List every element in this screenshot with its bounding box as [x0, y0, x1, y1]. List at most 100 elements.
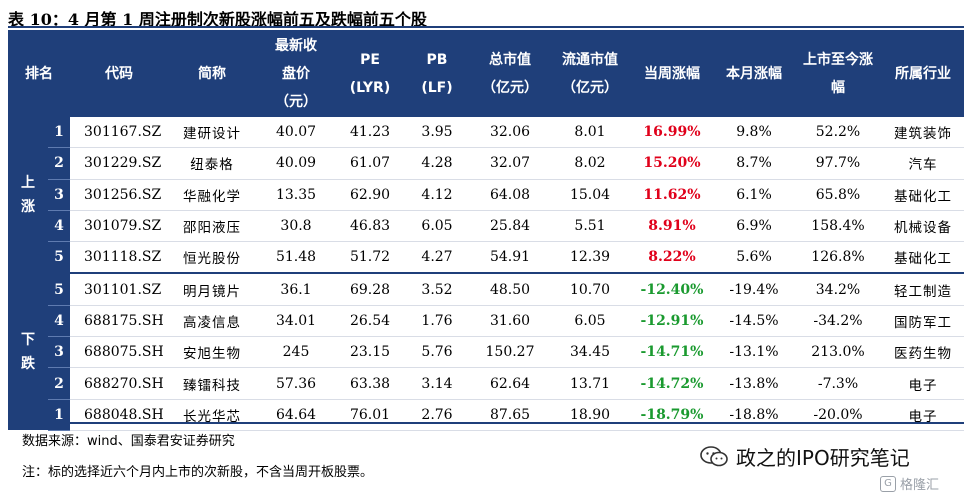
code-cell: 688175.SH: [70, 305, 168, 338]
float-cell: 13.71: [550, 367, 630, 400]
pb-cell: 4.12: [404, 179, 470, 211]
float-cell: 34.45: [550, 336, 630, 369]
pb-cell: 1.76: [404, 305, 470, 338]
header-name: 简称: [168, 30, 256, 117]
since-ipo-cell: -34.2%: [794, 305, 882, 338]
header-month: 本月涨幅: [714, 30, 794, 117]
industry-cell: 基础化工: [882, 241, 964, 274]
float-cell: 6.05: [550, 305, 630, 338]
since-ipo-cell: 65.8%: [794, 179, 882, 211]
footnote: 注：标的选择近六个月内上市的次新股，不含当周开板股票。: [22, 465, 374, 480]
code-cell: 301101.SZ: [70, 272, 168, 306]
month-change-cell: 8.7%: [714, 147, 794, 180]
month-change-cell: 6.9%: [714, 210, 794, 243]
month-change-cell: -19.4%: [714, 272, 794, 306]
pe-cell: 46.83: [336, 210, 404, 243]
name-cell: 臻镭科技: [168, 367, 256, 400]
pe-cell: 76.01: [336, 399, 404, 431]
float-cell: 10.70: [550, 272, 630, 306]
pb-cell: 3.14: [404, 367, 470, 400]
pb-cell: 6.05: [404, 210, 470, 243]
float-cell: 15.04: [550, 179, 630, 211]
group-label-down: 下跌: [8, 272, 48, 431]
mktcap-cell: 31.60: [470, 305, 550, 338]
rank-cell: 2: [48, 147, 70, 180]
since-ipo-cell: 213.0%: [794, 336, 882, 369]
table-row: 3 301256.SZ 华融化学 13.35 62.90 4.12 64.08 …: [8, 179, 964, 211]
price-cell: 36.1: [256, 272, 336, 306]
price-cell: 34.01: [256, 305, 336, 338]
since-ipo-cell: 97.7%: [794, 147, 882, 180]
since-ipo-cell: -20.0%: [794, 399, 882, 431]
since-ipo-cell: 34.2%: [794, 272, 882, 306]
table-row: 上涨 1 301167.SZ 建研设计 40.07 41.23 3.95 32.…: [8, 117, 964, 274]
pb-cell: 3.95: [404, 117, 470, 149]
code-cell: 688048.SH: [70, 399, 168, 431]
code-cell: 688075.SH: [70, 336, 168, 369]
name-cell: 华融化学: [168, 179, 256, 211]
header-industry: 所属行业: [882, 30, 964, 117]
week-change-cell: -18.79%: [630, 399, 714, 431]
table-body: 上涨 1 301167.SZ 建研设计 40.07 41.23 3.95 32.…: [8, 117, 964, 431]
week-change-cell: -12.40%: [630, 272, 714, 306]
float-cell: 8.02: [550, 147, 630, 180]
month-change-cell: -14.5%: [714, 305, 794, 338]
week-change-cell: -14.72%: [630, 367, 714, 400]
name-cell: 长光华芯: [168, 399, 256, 431]
industry-cell: 基础化工: [882, 179, 964, 211]
wechat-watermark: 政之的IPO研究笔记: [700, 442, 910, 471]
table-row: 4 688175.SH 高凌信息 34.01 26.54 1.76 31.60 …: [8, 305, 964, 338]
group-label-up: 上涨: [8, 117, 48, 274]
week-change-cell: 8.91%: [630, 210, 714, 243]
bottom-rule: [8, 422, 964, 424]
rank-cell: 2: [48, 367, 70, 400]
mktcap-cell: 32.06: [470, 117, 550, 149]
pe-cell: 63.38: [336, 367, 404, 400]
pe-cell: 69.28: [336, 272, 404, 306]
name-cell: 高凌信息: [168, 305, 256, 338]
industry-cell: 国防军工: [882, 305, 964, 338]
since-ipo-cell: 158.4%: [794, 210, 882, 243]
header-price: 最新收 盘价 （元）: [256, 30, 336, 117]
week-change-cell: 16.99%: [630, 117, 714, 149]
header-row: 排名 代码 简称 最新收 盘价 （元） PE (LYR) PB (LF) 总市值 （亿元）…: [8, 30, 964, 117]
price-cell: 40.09: [256, 147, 336, 180]
header-rank: 排名: [8, 30, 70, 117]
since-ipo-cell: 52.2%: [794, 117, 882, 149]
rank-cell: 4: [48, 305, 70, 338]
code-cell: 301167.SZ: [70, 117, 168, 149]
month-change-cell: -13.1%: [714, 336, 794, 369]
code-cell: 688270.SH: [70, 367, 168, 400]
month-change-cell: -18.8%: [714, 399, 794, 431]
header-mktcap: 总市值 （亿元）: [470, 30, 550, 117]
watermark2-text: 格隆汇: [900, 478, 940, 493]
float-cell: 8.01: [550, 117, 630, 149]
rank-cell: 3: [48, 336, 70, 369]
industry-cell: 机械设备: [882, 210, 964, 243]
mktcap-cell: 150.27: [470, 336, 550, 369]
price-cell: 51.48: [256, 241, 336, 274]
pb-cell: 4.27: [404, 241, 470, 274]
header-since: 上市至今涨幅: [794, 30, 882, 117]
watermark-text: 政之的IPO研究笔记: [736, 446, 910, 470]
since-ipo-cell: -7.3%: [794, 367, 882, 400]
table-title: 表 10：4 月第 1 周注册制次新股涨幅前五及跌幅前五个股: [8, 10, 427, 29]
price-cell: 13.35: [256, 179, 336, 211]
float-cell: 12.39: [550, 241, 630, 274]
header-pe: PE (LYR): [336, 30, 404, 117]
week-change-cell: -12.91%: [630, 305, 714, 338]
week-change-cell: 11.62%: [630, 179, 714, 211]
float-cell: 18.90: [550, 399, 630, 431]
industry-cell: 电子: [882, 399, 964, 431]
code-cell: 301118.SZ: [70, 241, 168, 274]
month-change-cell: -13.8%: [714, 367, 794, 400]
table-row: 2 301229.SZ 纽泰格 40.09 61.07 4.28 32.07 8…: [8, 147, 964, 180]
name-cell: 建研设计: [168, 117, 256, 149]
header-code: 代码: [70, 30, 168, 117]
mktcap-cell: 64.08: [470, 179, 550, 211]
header-week: 当周涨幅: [630, 30, 714, 117]
float-cell: 5.51: [550, 210, 630, 243]
rank-cell: 3: [48, 179, 70, 211]
pb-cell: 2.76: [404, 399, 470, 431]
industry-cell: 建筑装饰: [882, 117, 964, 149]
